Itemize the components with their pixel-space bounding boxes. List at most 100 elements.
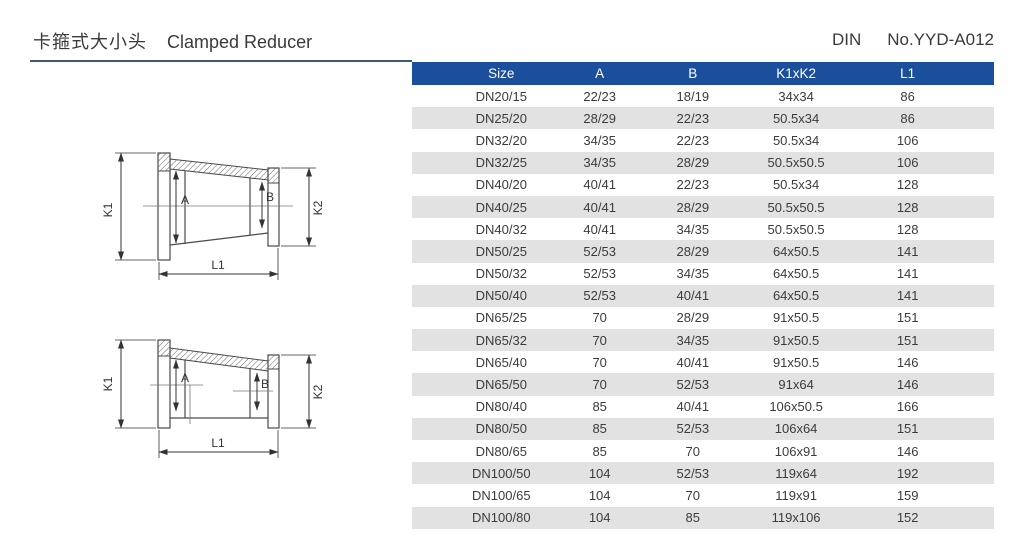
table-cell: 151 [896, 310, 919, 326]
table-cell: 50.5x34 [772, 177, 820, 193]
table-cell: 40/41 [583, 221, 616, 237]
table-row: DN65/40 70 40/41 91x50.5 146 [412, 351, 994, 373]
table-cell: 70 [592, 332, 607, 348]
table-cell: DN40/25 [475, 199, 527, 215]
dim-label-b: B [261, 377, 269, 391]
table-cell: 70 [592, 354, 607, 370]
table-cell: 128 [896, 177, 919, 193]
table-cell: 50.5x50.5 [767, 221, 825, 237]
table-cell: 192 [896, 465, 919, 481]
table-cell: DN40/32 [475, 221, 527, 237]
table-row: DN50/40 52/53 40/41 64x50.5 141 [412, 284, 994, 307]
table-cell: 91x50.5 [772, 310, 820, 326]
table-cell: 64x50.5 [772, 243, 820, 259]
table-cell: 28/29 [583, 110, 616, 126]
table-cell: 104 [588, 510, 611, 526]
table-cell: 128 [896, 199, 919, 215]
table-cell: 28/29 [676, 243, 710, 259]
table-cell: 85 [685, 510, 701, 526]
table-cell: DN100/50 [472, 465, 531, 481]
table-cell: 52/53 [583, 243, 616, 259]
table-cell: 104 [588, 465, 611, 481]
page-title-english: Clamped Reducer [167, 32, 313, 52]
table-cell: 34/35 [676, 266, 710, 282]
table-row: DN50/32 52/53 34/35 64x50.5 141 [412, 263, 994, 285]
table-cell: DN80/40 [475, 399, 527, 415]
reducer-body-outline [157, 152, 280, 261]
table-row: DN100/65 104 70 119x91 159 [412, 484, 994, 506]
table-header-row: Size A B K1xK2 L1 [412, 62, 994, 85]
table-cell: DN100/65 [472, 487, 531, 503]
table-row: DN40/25 40/41 28/29 50.5x50.5 128 [412, 195, 994, 219]
table-cell: 52/53 [676, 465, 710, 481]
table-row: DN32/20 34/35 22/23 50.5x34 106 [412, 129, 994, 151]
dim-label-k1: K1 [101, 202, 115, 217]
column-header-k1xk2: K1xK2 [776, 66, 816, 81]
table-cell: 85 [592, 421, 607, 437]
table-cell: 52/53 [583, 266, 616, 282]
table-cell: 141 [896, 243, 919, 259]
table-cell: DN65/50 [475, 377, 527, 393]
table-cell: 52/53 [676, 421, 710, 437]
column-header-a: A [595, 66, 605, 81]
table-cell: 52/53 [583, 288, 616, 304]
table-row: DN40/20 40/41 22/23 50.5x34 128 [412, 174, 994, 196]
dimension-lines [115, 152, 316, 280]
table-cell: 119x91 [775, 487, 817, 503]
table-row: DN25/20 28/29 22/23 50.5x34 86 [412, 107, 994, 130]
table-cell: DN65/32 [475, 332, 527, 348]
table-cell: 70 [592, 310, 607, 326]
table-cell: 85 [592, 399, 607, 415]
table-cell: 40/41 [676, 288, 710, 304]
table-cell: 52/53 [676, 377, 710, 393]
table-row: DN20/15 22/23 18/19 34x34 86 [412, 85, 994, 107]
table-cell: 50.5x50.5 [767, 199, 825, 215]
table-cell: 152 [896, 510, 919, 526]
table-cell: DN50/40 [475, 288, 527, 304]
page-title: 卡箍式大小头 Clamped Reducer [33, 28, 312, 54]
dim-label-a: A [181, 193, 189, 207]
table-cell: 106x91 [774, 443, 818, 459]
table-cell: DN65/40 [475, 354, 527, 370]
table-cell: DN100/80 [472, 510, 531, 526]
titlebar: 卡箍式大小头 Clamped Reducer DIN No.YYD-A012 [0, 0, 1024, 56]
model-number: No.YYD-A012 [887, 30, 994, 49]
table-cell: DN80/65 [475, 443, 527, 459]
table-cell: 28/29 [676, 155, 710, 171]
table-row: DN100/80 104 85 119x106 152 [412, 506, 994, 529]
table-cell: 106 [896, 155, 919, 171]
drawing-eccentric-reducer: K1 A B K2 L1 [101, 339, 325, 458]
dim-label-l1: L1 [211, 258, 225, 272]
table-cell: DN50/25 [475, 243, 527, 259]
table-cell: 34/35 [676, 221, 710, 237]
title-divider [30, 60, 412, 62]
table-row: DN50/25 52/53 28/29 64x50.5 141 [412, 240, 994, 263]
standard-label: DIN [831, 30, 862, 49]
table-row: DN80/40 85 40/41 106x50.5 166 [412, 396, 994, 418]
dimensions-table: Size A B K1xK2 L1 DN20/15 22/23 18/19 34x34… [412, 62, 994, 529]
reducer-body-outline [157, 339, 280, 429]
table-cell: 91x50.5 [772, 354, 820, 370]
table-cell: 34/35 [583, 132, 616, 148]
table-cell: 106 [896, 132, 919, 148]
table-cell: 40/41 [583, 177, 616, 193]
table-cell: 40/41 [676, 354, 710, 370]
dim-label-k2: K2 [311, 200, 325, 215]
table-row: DN65/32 70 34/35 91x50.5 151 [412, 329, 994, 352]
table-cell: 22/23 [676, 110, 710, 126]
table-cell: 34/35 [583, 155, 616, 171]
table-cell: 128 [896, 221, 919, 237]
table-cell: 18/19 [676, 88, 710, 104]
table-cell: 70 [685, 487, 701, 503]
dim-label-k1: K1 [101, 376, 115, 391]
table-row: DN32/25 34/35 28/29 50.5x50.5 106 [412, 151, 994, 174]
table-cell: 159 [896, 487, 919, 503]
table-cell: DN65/25 [475, 310, 527, 326]
column-header-b: B [688, 66, 698, 81]
table-cell: DN32/20 [475, 132, 527, 148]
table-cell: 50.5x50.5 [767, 155, 825, 171]
table-cell: 22/23 [583, 88, 616, 104]
column-header-l1: L1 [900, 66, 916, 81]
table-cell: 106x64 [774, 421, 818, 437]
